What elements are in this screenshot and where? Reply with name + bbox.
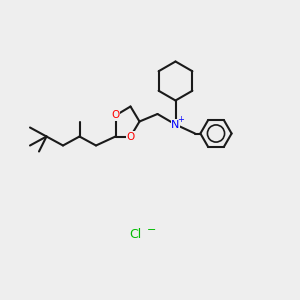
Text: N: N bbox=[171, 119, 180, 130]
Text: −: − bbox=[147, 224, 156, 235]
Text: O: O bbox=[111, 110, 120, 121]
Text: O: O bbox=[126, 131, 135, 142]
Text: +: + bbox=[178, 115, 184, 124]
Text: Cl: Cl bbox=[129, 227, 141, 241]
